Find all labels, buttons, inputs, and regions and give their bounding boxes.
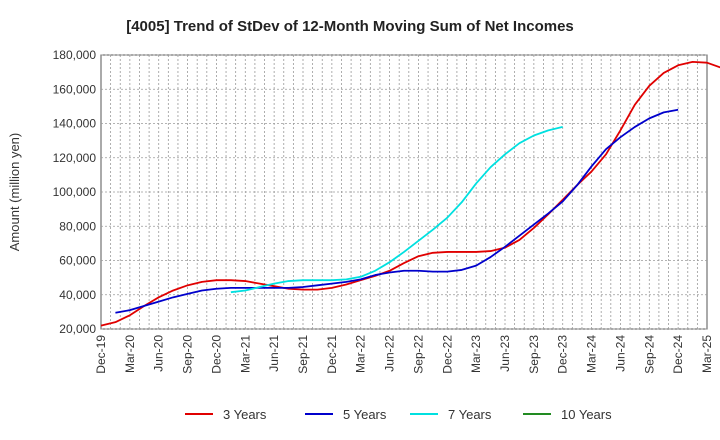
legend-label: 5 Years <box>343 407 387 422</box>
x-tick-label: Dec-22 <box>440 335 454 374</box>
y-tick-label: 180,000 <box>53 48 97 62</box>
x-tick-label: Jun-23 <box>498 335 512 372</box>
x-tick-label: Mar-20 <box>123 335 137 373</box>
series-line-5-years <box>115 108 679 314</box>
plot-area <box>100 54 708 330</box>
x-tick-label: Sep-20 <box>181 335 195 374</box>
x-tick-label: Dec-24 <box>671 335 685 374</box>
legend-label: 10 Years <box>561 407 612 422</box>
x-tick-label: Jun-20 <box>152 335 166 372</box>
legend: 3 Years 5 Years 7 Years 10 Years <box>185 407 612 422</box>
x-tick-label: Jun-22 <box>383 335 397 372</box>
x-tick-labels: Dec-19 Mar-20 Jun-20 Sep-20 Dec-20 Mar-21 Jun-… <box>94 335 714 374</box>
x-tick-label: Sep-21 <box>296 335 310 374</box>
y-tick-label: 140,000 <box>53 117 97 131</box>
y-tick-label: 20,000 <box>59 322 96 336</box>
series-layer <box>100 60 720 327</box>
x-tick-label: Sep-24 <box>642 335 656 374</box>
x-tick-label: Sep-22 <box>411 335 425 374</box>
x-tick-label: Jun-24 <box>613 335 627 372</box>
series-line-3-years <box>100 60 720 327</box>
y-tick-label: 100,000 <box>53 185 97 199</box>
x-tick-label: Mar-21 <box>238 335 252 373</box>
x-tick-label: Dec-19 <box>94 335 108 374</box>
legend-label: 3 Years <box>223 407 267 422</box>
y-tick-label: 80,000 <box>59 219 96 233</box>
x-tick-label: Sep-23 <box>527 335 541 374</box>
x-tick-label: Dec-21 <box>325 335 339 374</box>
x-tick-label: Dec-20 <box>209 335 223 374</box>
legend-label: 7 Years <box>448 407 492 422</box>
x-tick-label: Mar-22 <box>354 335 368 373</box>
x-tick-label: Jun-21 <box>267 335 281 372</box>
x-tick-label: Mar-25 <box>700 335 714 373</box>
y-tick-label: 120,000 <box>53 151 97 165</box>
y-tick-labels: 20,000 40,000 60,000 80,000 100,000 120,000 14… <box>53 48 97 336</box>
y-tick-label: 60,000 <box>59 254 96 268</box>
series-line-7-years <box>230 126 563 294</box>
y-tick-label: 160,000 <box>53 82 97 96</box>
grid-layer <box>101 54 707 330</box>
x-tick-label: Mar-24 <box>585 335 599 373</box>
x-tick-label: Dec-23 <box>556 335 570 374</box>
y-axis-label: Amount (million yen) <box>7 133 22 252</box>
chart-title: [4005] Trend of StDev of 12-Month Moving… <box>126 18 574 35</box>
y-tick-label: 40,000 <box>59 288 96 302</box>
x-tick-label: Mar-23 <box>469 335 483 373</box>
